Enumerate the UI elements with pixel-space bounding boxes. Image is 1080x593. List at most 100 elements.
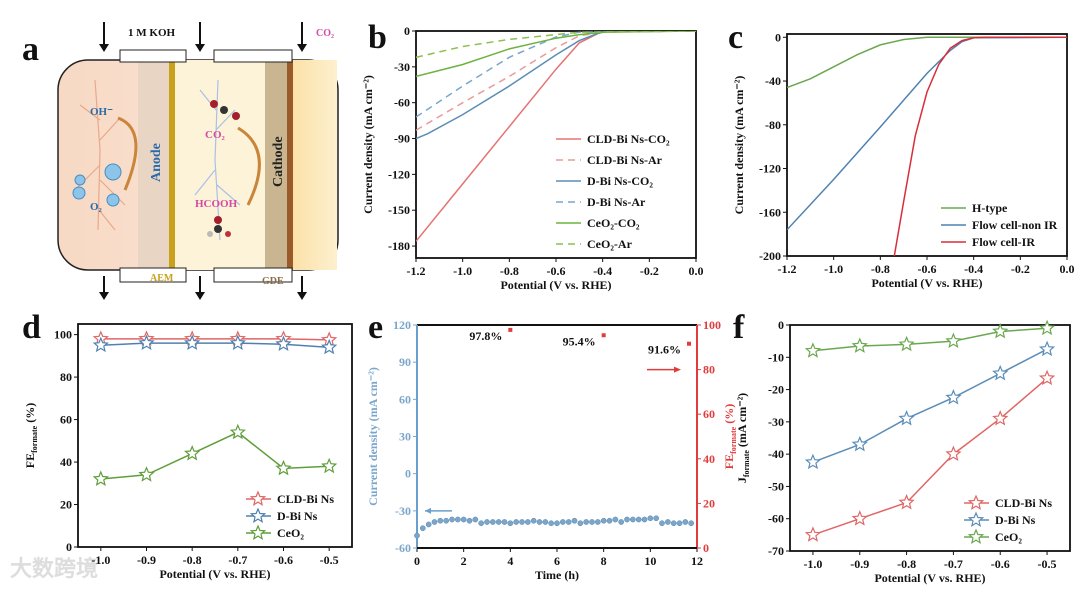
current-point [431,519,438,525]
series-marker [183,334,201,351]
cathode-layer [265,60,287,270]
x-axis-title: Potential (V vs. RHE) [874,571,985,585]
y-tick-label: -30 [395,504,411,518]
y-axis-title-sub: formate [729,426,738,454]
current-point [688,520,695,527]
series-line-2 [100,431,330,480]
y-tick-label: -60 [768,512,784,526]
x-tick-label: -1.2 [778,262,797,276]
y-tick-label: 30 [399,430,411,444]
anode-reaction-arrow [117,116,138,191]
formate-molecule-icon [207,216,231,237]
x-tick-label: -0.8 [871,262,890,276]
panel-label-c: c [728,19,743,56]
series-line-1 [416,31,696,131]
y2-tick-label: 100 [703,318,721,332]
y-axis-title: Current density (mA cm⁻²) [361,75,375,214]
y-tick-label: -150 [388,203,410,217]
series-marker [992,322,1009,339]
legend-marker [249,507,267,523]
y-tick-label: -10 [768,350,784,364]
legend-label: Flow cell-IR [972,235,1035,249]
anode-dendrite-icon [74,79,126,231]
current-point [618,519,625,525]
x-tick-label: -1.2 [407,264,426,278]
panel-label-d: d [22,309,41,346]
legend-label: D-Bi Ns [277,509,318,523]
watermark-logo: 大数跨境 [10,556,98,581]
y-axis-title: Current density (mA cm⁻²) [366,367,380,506]
series-marker [851,510,868,526]
current-point [449,516,455,523]
legend-marker [967,511,985,527]
y-axis-title-rest: (%) [23,403,37,426]
chart-d: -1.0 -0.9 -0.8 -0.7 -0.6 -0.5 0 20 40 60 80 100 Pote… [23,323,353,581]
series-line-2 [893,36,1067,256]
hcooh-label: HCOOH [195,198,238,210]
current-point [670,520,677,527]
x-tick-label: 0 [414,554,420,568]
current-point [443,517,450,524]
x-tick-label: -0.2 [1011,262,1030,276]
x-tick-label: 0.0 [689,264,704,278]
x-tick-label: 4 [507,554,513,568]
co2-inlet-label: CO₂ [316,28,334,39]
current-point [635,516,642,523]
y-tick-label: -180 [388,239,410,253]
y-tick-label: -20 [768,383,784,397]
current-point [519,519,525,525]
series-line-1 [787,36,1067,231]
y-tick-label: -60 [395,541,411,555]
x-tick-label: 0.0 [1060,262,1075,276]
y-axis-title-main: FE [23,453,37,468]
x-tick-label: 8 [601,554,607,568]
co2-label: CO₂ [205,129,226,141]
aem-label: AEM [150,273,174,284]
legend-label: CLD-Bi Ns [995,496,1052,510]
co2-molecule-icon [210,100,240,120]
series-marker [92,470,110,486]
y-tick-label: 60 [399,392,411,406]
current-point [478,520,485,527]
x-axis-title: Potential (V vs. RHE) [500,278,611,292]
x-tick-label: -1.0 [453,264,472,278]
oh-label: OH⁻ [90,106,113,118]
y-tick-label: 100 [54,328,72,342]
y2-tick-label: 0 [703,541,709,555]
series-line-0 [100,338,330,341]
y2-tick-label: 60 [703,407,715,421]
x-tick-label: -0.9 [850,557,869,571]
fe-label: 97.8% [469,329,502,343]
y-axis-title: Jformate (mA cm⁻²) [735,393,751,483]
top-port-right [213,49,293,63]
x-tick-label: -0.2 [640,264,659,278]
current-point [530,517,537,524]
o2-bubbles-icon [72,163,122,207]
current-point [524,519,531,525]
series-line-0 [812,377,1048,536]
x-axis-title: Potential (V vs. RHE) [159,567,270,581]
series-marker [898,335,915,352]
current-point [554,520,560,527]
fe-point [687,341,691,346]
cathode-label: Cathode [271,136,286,187]
fe-label: 95.4% [563,334,596,348]
x-tick-label: -0.8 [500,264,519,278]
y-axis-title-rest: (%) [722,404,736,427]
series-marker [945,332,962,349]
y-axis-title: FEformate (%) [722,404,738,469]
current-point [641,516,648,523]
x-tick-label: -0.8 [183,553,202,567]
y-axis-title-sub: formate [742,450,751,478]
panel-label-e: e [368,309,383,346]
y-tick-label: 90 [399,355,411,369]
series-marker [1038,369,1056,386]
y-tick-label: 60 [60,413,72,427]
current-point [589,519,595,525]
anode-label: Anode [149,143,164,182]
y-tick-label: 0 [405,467,411,481]
series-marker [321,457,338,474]
series-marker [851,337,868,353]
x-tick-label: -0.5 [320,553,339,567]
legend-marker [967,528,985,544]
